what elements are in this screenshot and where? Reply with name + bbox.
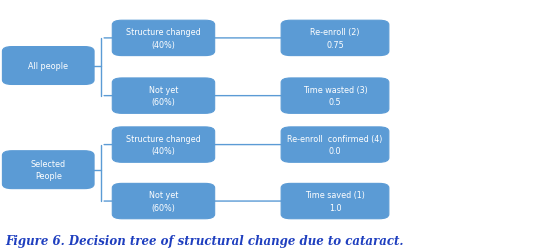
Text: Figure 6. Decision tree of structural change due to cataract.: Figure 6. Decision tree of structural ch… xyxy=(5,234,404,248)
Text: All people: All people xyxy=(28,62,68,71)
Text: Time wasted (3)
0.5: Time wasted (3) 0.5 xyxy=(303,86,367,107)
FancyBboxPatch shape xyxy=(113,184,214,219)
Text: Re-enroll (2)
0.75: Re-enroll (2) 0.75 xyxy=(310,28,360,50)
FancyBboxPatch shape xyxy=(113,128,214,163)
FancyBboxPatch shape xyxy=(2,47,94,85)
FancyBboxPatch shape xyxy=(2,151,94,189)
FancyBboxPatch shape xyxy=(281,21,389,57)
Text: Not yet
(60%): Not yet (60%) xyxy=(149,86,178,107)
FancyBboxPatch shape xyxy=(113,78,214,114)
FancyBboxPatch shape xyxy=(281,128,389,163)
Text: Selected
People: Selected People xyxy=(31,159,66,181)
Text: Not yet
(60%): Not yet (60%) xyxy=(149,190,178,212)
Text: Structure changed
(40%): Structure changed (40%) xyxy=(126,134,201,156)
Text: Time saved (1)
1.0: Time saved (1) 1.0 xyxy=(305,190,365,212)
Text: Re-enroll  confirmed (4)
0.0: Re-enroll confirmed (4) 0.0 xyxy=(287,134,383,156)
FancyBboxPatch shape xyxy=(113,21,214,57)
Text: Structure changed
(40%): Structure changed (40%) xyxy=(126,28,201,50)
FancyBboxPatch shape xyxy=(281,184,389,219)
FancyBboxPatch shape xyxy=(281,78,389,114)
